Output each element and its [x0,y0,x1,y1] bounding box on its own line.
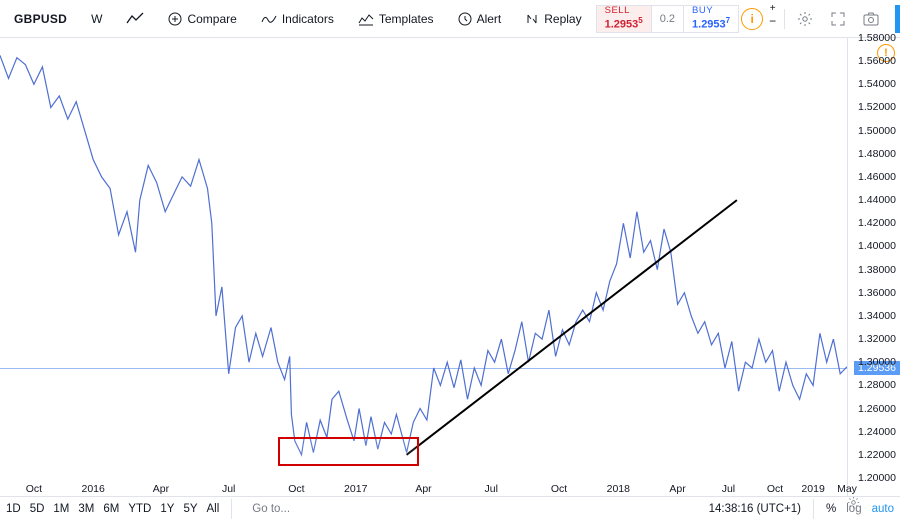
camera-icon [863,12,879,26]
range-5y[interactable]: 5Y [183,503,197,515]
x-tick: 2017 [344,483,367,495]
compare-button[interactable]: Compare [160,5,244,33]
x-tick: Apr [669,483,685,495]
y-tick: 1.42000 [858,217,896,229]
plus-circle-icon [168,12,182,26]
x-tick: 2018 [607,483,630,495]
y-tick: 1.34000 [858,310,896,322]
x-tick: Oct [551,483,567,495]
interval-selector[interactable]: W [83,5,110,33]
top-toolbar: GBPUSD W Compare Indicators Templates Al… [0,0,900,38]
x-tick: Apr [153,483,169,495]
x-tick: Oct [26,483,42,495]
fullscreen-button[interactable] [823,5,853,33]
y-tick: 1.46000 [858,171,896,183]
plus-icon: + [770,5,776,12]
y-tick: 1.20000 [858,472,896,484]
replay-icon [525,12,539,26]
x-tick: Oct [288,483,304,495]
x-tick: 2019 [801,483,824,495]
quote-panel: SELL 1.29535 0.2 BUY 1.29537 [596,5,740,33]
sell-quote[interactable]: SELL 1.29535 [597,6,651,32]
y-tick: 1.24000 [858,426,896,438]
range-ytd[interactable]: YTD [128,503,151,515]
publish-button[interactable]: Publish [895,5,900,33]
x-tick: Oct [767,483,783,495]
indicators-icon [261,12,277,26]
templates-button[interactable]: Templates [350,5,442,33]
fullscreen-icon [831,12,845,26]
minus-icon: − [769,17,776,25]
range-1m[interactable]: 1M [53,503,69,515]
goto-button[interactable]: Go to... [252,503,290,515]
auto-scale-toggle[interactable]: auto [872,503,894,515]
x-tick: Jul [722,483,735,495]
y-tick: 1.44000 [858,194,896,206]
spread-value: 0.2 [651,6,684,32]
alert-button[interactable]: Alert [450,5,510,33]
chart-plot[interactable]: Oct 2016 Apr Jul Oct 2017 Apr Jul Oct 2018 Apr Jul O… [0,38,848,496]
range-1y[interactable]: 1Y [160,503,174,515]
y-tick: 1.30000 [858,356,896,368]
range-1d[interactable]: 1D [6,503,21,515]
range-3m[interactable]: 3M [78,503,94,515]
indicators-button[interactable]: Indicators [253,5,342,33]
line-chart-icon [126,12,144,26]
y-tick: 1.40000 [858,240,896,252]
y-tick: 1.22000 [858,449,896,461]
settings-button[interactable] [789,5,821,33]
bottom-toolbar: 1D 5D 1M 3M 6M YTD 1Y 5Y All Go to... 14:38:16 (… [0,496,900,520]
y-tick: 1.56000 [858,55,896,67]
zoom-controls[interactable]: + − [765,5,780,33]
clock-display: 14:38:16 (UTC+1) [709,503,801,515]
y-tick: 1.58000 [858,32,896,44]
range-6m[interactable]: 6M [103,503,119,515]
x-tick: Jul [222,483,235,495]
y-axis[interactable]: 1.29536 1.580001.560001.540001.520001.50… [848,38,900,496]
x-axis: Oct 2016 Apr Jul Oct 2017 Apr Jul Oct 2018 Apr Jul O… [0,478,847,496]
y-tick: 1.28000 [858,379,896,391]
chart-style-selector[interactable] [118,5,152,33]
y-tick: 1.36000 [858,287,896,299]
range-all[interactable]: All [207,503,220,515]
x-tick: Apr [415,483,431,495]
screenshot-button[interactable] [855,5,887,33]
y-tick: 1.32000 [858,333,896,345]
alert-clock-icon [458,12,472,26]
gear-icon [797,11,813,27]
symbol-selector[interactable]: GBPUSD [6,5,75,33]
y-tick: 1.54000 [858,78,896,90]
replay-button[interactable]: Replay [517,5,589,33]
range-selector: 1D 5D 1M 3M 6M YTD 1Y 5Y All [6,503,219,515]
chart-svg [0,38,847,496]
x-tick: 2016 [81,483,104,495]
buy-quote[interactable]: BUY 1.29537 [684,6,738,32]
y-tick: 1.52000 [858,101,896,113]
highlight-rectangle [278,437,419,466]
percent-toggle[interactable]: % [826,503,836,515]
y-tick: 1.50000 [858,125,896,137]
range-5d[interactable]: 5D [30,503,45,515]
info-icon[interactable]: i [741,8,763,30]
x-tick: Jul [485,483,498,495]
templates-icon [358,12,374,26]
log-toggle[interactable]: log [846,503,861,515]
y-tick: 1.38000 [858,264,896,276]
y-tick: 1.26000 [858,403,896,415]
y-tick: 1.48000 [858,148,896,160]
